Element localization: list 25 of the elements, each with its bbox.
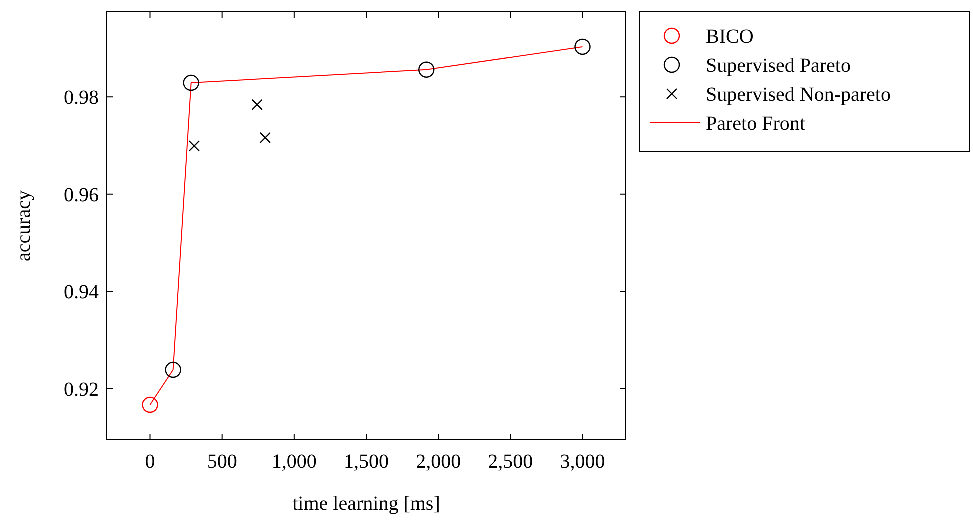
legend-label: Supervised Non-pareto — [706, 84, 891, 106]
point — [142, 396, 158, 414]
x-tick-label: 3,000 — [560, 451, 606, 473]
x-tick-label: 2,000 — [416, 451, 462, 473]
y-tick-label: 0.92 — [64, 378, 99, 401]
x-axis-title: time learning [ms] — [292, 493, 440, 515]
point — [165, 362, 182, 378]
x-tick-label: 1,000 — [272, 451, 317, 473]
y-tick-label: 0.94 — [64, 282, 99, 304]
y-axis-title: accuracy — [13, 190, 35, 262]
point — [252, 99, 263, 110]
legend-label: Pareto Front — [706, 113, 806, 135]
point — [183, 74, 200, 92]
x-tick-label: 500 — [207, 451, 238, 473]
point — [188, 140, 200, 152]
x-tick-label: 1,500 — [344, 451, 389, 473]
point — [418, 62, 435, 78]
point — [574, 38, 591, 56]
x-tick-label: 0 — [145, 451, 156, 473]
point — [260, 132, 272, 144]
x-tick-label: 2,500 — [488, 451, 534, 473]
legend-label: Supervised Pareto — [706, 55, 851, 77]
y-tick-label: 0.96 — [64, 184, 99, 206]
legend-label: BICO — [706, 26, 754, 48]
y-tick-label: 0.98 — [64, 87, 99, 110]
